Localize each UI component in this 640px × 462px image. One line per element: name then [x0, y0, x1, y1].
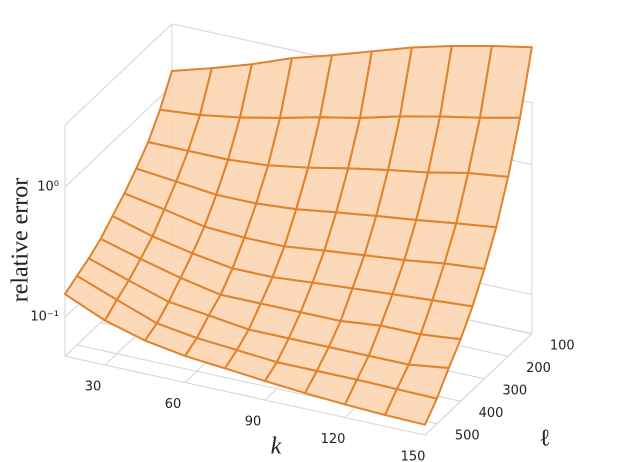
box-edge	[64, 23, 173, 126]
z-tick-label: 10⁰	[37, 180, 59, 195]
z-tick-label: 10⁻¹	[30, 310, 59, 325]
grid-line	[64, 85, 173, 188]
y-tick-label: 400	[479, 406, 504, 421]
box-edge	[64, 355, 426, 436]
y-tick-label: 500	[455, 428, 480, 443]
grid-line	[424, 333, 533, 436]
y-tick-label: 300	[502, 383, 527, 398]
x-tick-label: 30	[85, 380, 102, 395]
x-tick-label: 120	[321, 432, 346, 447]
y-tick-label: 200	[526, 361, 551, 376]
y-axis-label: ℓ	[539, 426, 551, 452]
x-axis-label: k	[271, 434, 282, 460]
y-tick-label: 100	[550, 338, 575, 353]
x-tick-label: 150	[401, 450, 426, 462]
x-tick-label: 60	[165, 397, 182, 412]
surface-patch	[384, 388, 438, 426]
z-axis-label: relative error	[8, 178, 34, 303]
x-tick-label: 90	[245, 415, 262, 430]
